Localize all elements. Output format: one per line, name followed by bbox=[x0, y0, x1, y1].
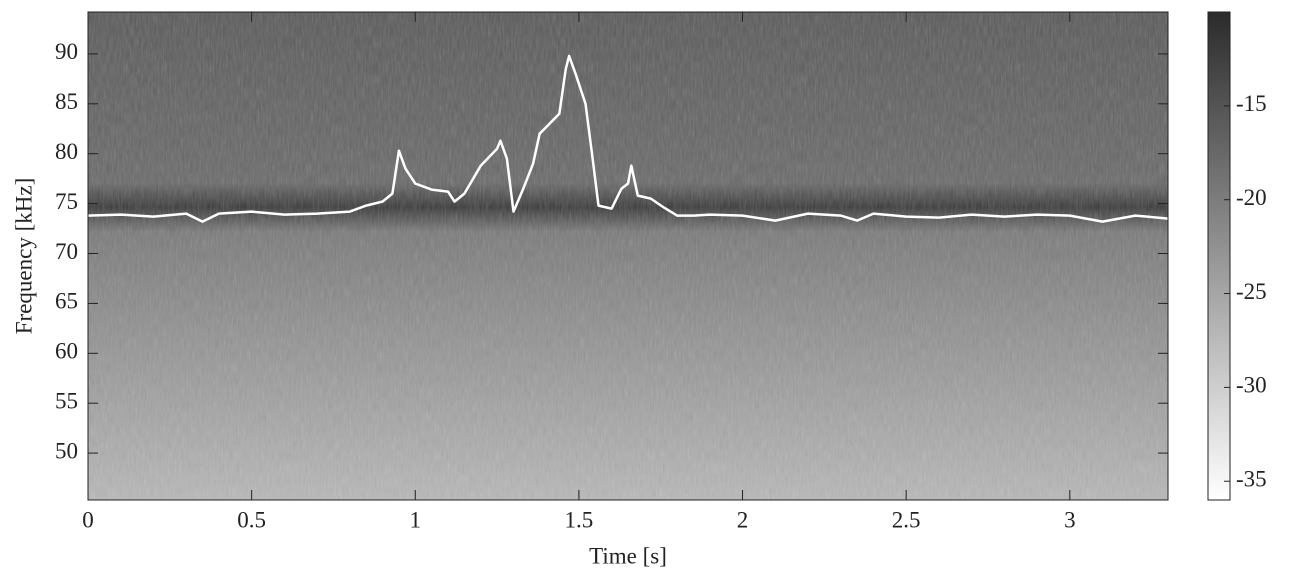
x-tick-label: 1 bbox=[410, 507, 422, 532]
y-tick-label: 50 bbox=[55, 438, 78, 463]
colorbar bbox=[1207, 11, 1231, 501]
y-axis-label: Frequency [kHz] bbox=[11, 178, 36, 334]
ridge-line bbox=[87, 54, 1169, 223]
y-tick-label: 85 bbox=[55, 89, 78, 114]
x-tick-label: 3 bbox=[1064, 507, 1076, 532]
x-tick-label: 0.5 bbox=[237, 507, 266, 532]
x-tick-label: 2 bbox=[737, 507, 749, 532]
colorbar-tick-label: -25 bbox=[1236, 279, 1267, 304]
colorbar-tick-label: -20 bbox=[1236, 185, 1267, 210]
colorbar-tick-label: -30 bbox=[1236, 373, 1267, 398]
y-tick-label: 75 bbox=[55, 189, 78, 214]
x-axis-label: Time [s] bbox=[589, 543, 667, 568]
colorbar-tick-label: -35 bbox=[1236, 467, 1267, 492]
y-tick-label: 80 bbox=[55, 139, 78, 164]
colorbar-tick-label: -15 bbox=[1236, 91, 1267, 116]
x-tick-label: 2.5 bbox=[892, 507, 921, 532]
y-tick-label: 60 bbox=[55, 339, 78, 364]
plot-frame bbox=[87, 11, 1169, 501]
y-tick-label: 65 bbox=[55, 289, 78, 314]
y-tick-label: 70 bbox=[55, 239, 78, 264]
y-tick-label: 90 bbox=[55, 39, 78, 64]
y-tick-label: 55 bbox=[55, 388, 78, 413]
x-tick-label: 1.5 bbox=[565, 507, 594, 532]
spectrogram-texture bbox=[88, 12, 1168, 500]
x-tick-label: 0 bbox=[82, 507, 94, 532]
